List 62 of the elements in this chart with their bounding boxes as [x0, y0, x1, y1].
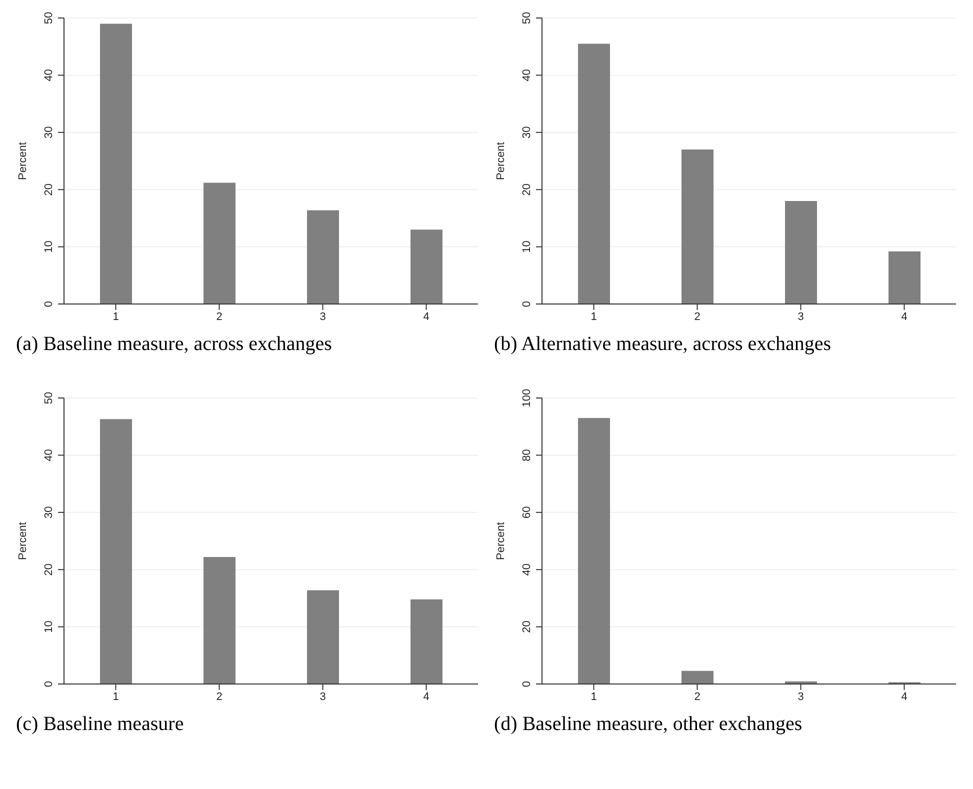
bar	[578, 44, 610, 304]
x-tick-label: 3	[320, 690, 326, 703]
text: (d) Baseline measure, other exchanges	[493, 712, 804, 736]
x-tick-label: 4	[423, 690, 430, 703]
x-tick-label: 1	[590, 690, 597, 703]
y-tick-label: 20	[521, 620, 533, 633]
x-tick-label: 4	[423, 310, 430, 323]
y-tick-label: 40	[43, 69, 55, 82]
y-tick-label: 40	[521, 69, 533, 82]
bar	[410, 230, 442, 304]
x-tick-label: 2	[694, 690, 700, 703]
y-tick-label: 60	[521, 506, 533, 519]
y-tick-label: 10	[43, 620, 55, 633]
bar	[578, 418, 610, 684]
bar	[100, 419, 132, 684]
bar	[100, 24, 132, 304]
y-tick-label: 0	[43, 680, 55, 688]
y-tick-label: 80	[521, 449, 533, 462]
x-tick-label: 3	[798, 690, 804, 703]
x-tick-label: 2	[694, 310, 700, 323]
y-tick-label: 100	[521, 388, 533, 408]
bar	[410, 599, 442, 684]
y-tick-label: 50	[521, 12, 533, 24]
y-tick-label: 0	[43, 300, 55, 308]
x-tick-label: 3	[798, 310, 804, 323]
y-axis-title: Percent	[16, 142, 29, 180]
y-axis-title: Percent	[494, 142, 507, 180]
x-tick-label: 2	[216, 310, 222, 323]
y-axis-title: Percent	[16, 522, 29, 560]
text: (b) Alternative measure, across exchanges	[493, 332, 832, 356]
y-tick-label: 20	[521, 183, 533, 196]
y-tick-label: 40	[43, 449, 55, 462]
x-tick-label: 1	[112, 310, 119, 323]
y-tick-label: 50	[43, 392, 55, 404]
bar	[204, 557, 236, 684]
y-tick-label: 10	[43, 240, 55, 253]
y-axis-title: Percent	[494, 522, 507, 560]
y-tick-label: 30	[521, 126, 533, 139]
y-tick-label: 20	[43, 563, 55, 576]
x-tick-label: 1	[590, 310, 597, 323]
bar	[307, 590, 339, 684]
bar	[682, 670, 714, 684]
x-tick-label: 2	[216, 690, 222, 703]
y-tick-label: 20	[43, 183, 55, 196]
bar	[307, 210, 339, 304]
y-tick-label: 30	[43, 126, 55, 139]
text: (a) Baseline measure, across exchanges	[15, 332, 333, 356]
bar	[204, 182, 236, 304]
x-tick-label: 3	[320, 310, 326, 323]
y-tick-label: 40	[521, 563, 533, 576]
y-tick-label: 10	[521, 240, 533, 253]
y-tick-label: 0	[521, 300, 533, 308]
bar	[888, 251, 920, 304]
bar	[785, 201, 817, 304]
text: (c) Baseline measure	[15, 712, 185, 736]
y-tick-label: 0	[521, 680, 533, 688]
x-tick-label: 4	[901, 310, 908, 323]
y-tick-label: 30	[43, 506, 55, 519]
x-tick-label: 4	[901, 690, 908, 703]
y-tick-label: 50	[43, 12, 55, 24]
bar	[682, 150, 714, 304]
x-tick-label: 1	[112, 690, 119, 703]
